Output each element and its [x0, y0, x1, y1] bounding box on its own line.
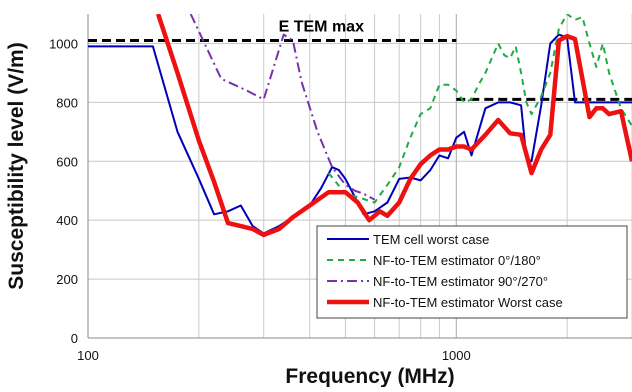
- legend: TEM cell worst case NF-to-TEM estimator 0…: [316, 225, 628, 319]
- legend-label-2: NF-to-TEM estimator 90°/270°: [373, 274, 548, 289]
- y-tick-label-200: 200: [56, 272, 78, 287]
- y-tick-label-600: 600: [56, 154, 78, 169]
- y-tick-label-1000: 1000: [49, 36, 78, 51]
- legend-label-0: TEM cell worst case: [373, 232, 489, 247]
- series-lines: [88, 14, 632, 238]
- series-line-1: [327, 14, 632, 204]
- y-axis-title: Susceptibility level (V/m): [5, 42, 28, 289]
- y-tick-label-400: 400: [56, 213, 78, 228]
- axes: 0 200 400 600 800 1000 100 1000 Frequency (MHz) S…: [5, 14, 632, 388]
- series-line-2: [189, 14, 376, 201]
- y-tick-label-0: 0: [71, 331, 78, 346]
- x-tick-label-1000: 1000: [442, 348, 471, 363]
- y-tick-label-800: 800: [56, 95, 78, 110]
- x-tick-label-100: 100: [77, 348, 99, 363]
- reference-lines: [88, 39, 632, 101]
- x-axis-title: Frequency (MHz): [285, 365, 454, 387]
- annotations: E TEM max: [279, 19, 364, 36]
- legend-label-1: NF-to-TEM estimator 0°/180°: [373, 253, 541, 268]
- series-line-3: [155, 14, 632, 238]
- annotation-label-0: E TEM max: [279, 19, 364, 36]
- legend-label-3: NF-to-TEM estimator Worst case: [373, 295, 563, 310]
